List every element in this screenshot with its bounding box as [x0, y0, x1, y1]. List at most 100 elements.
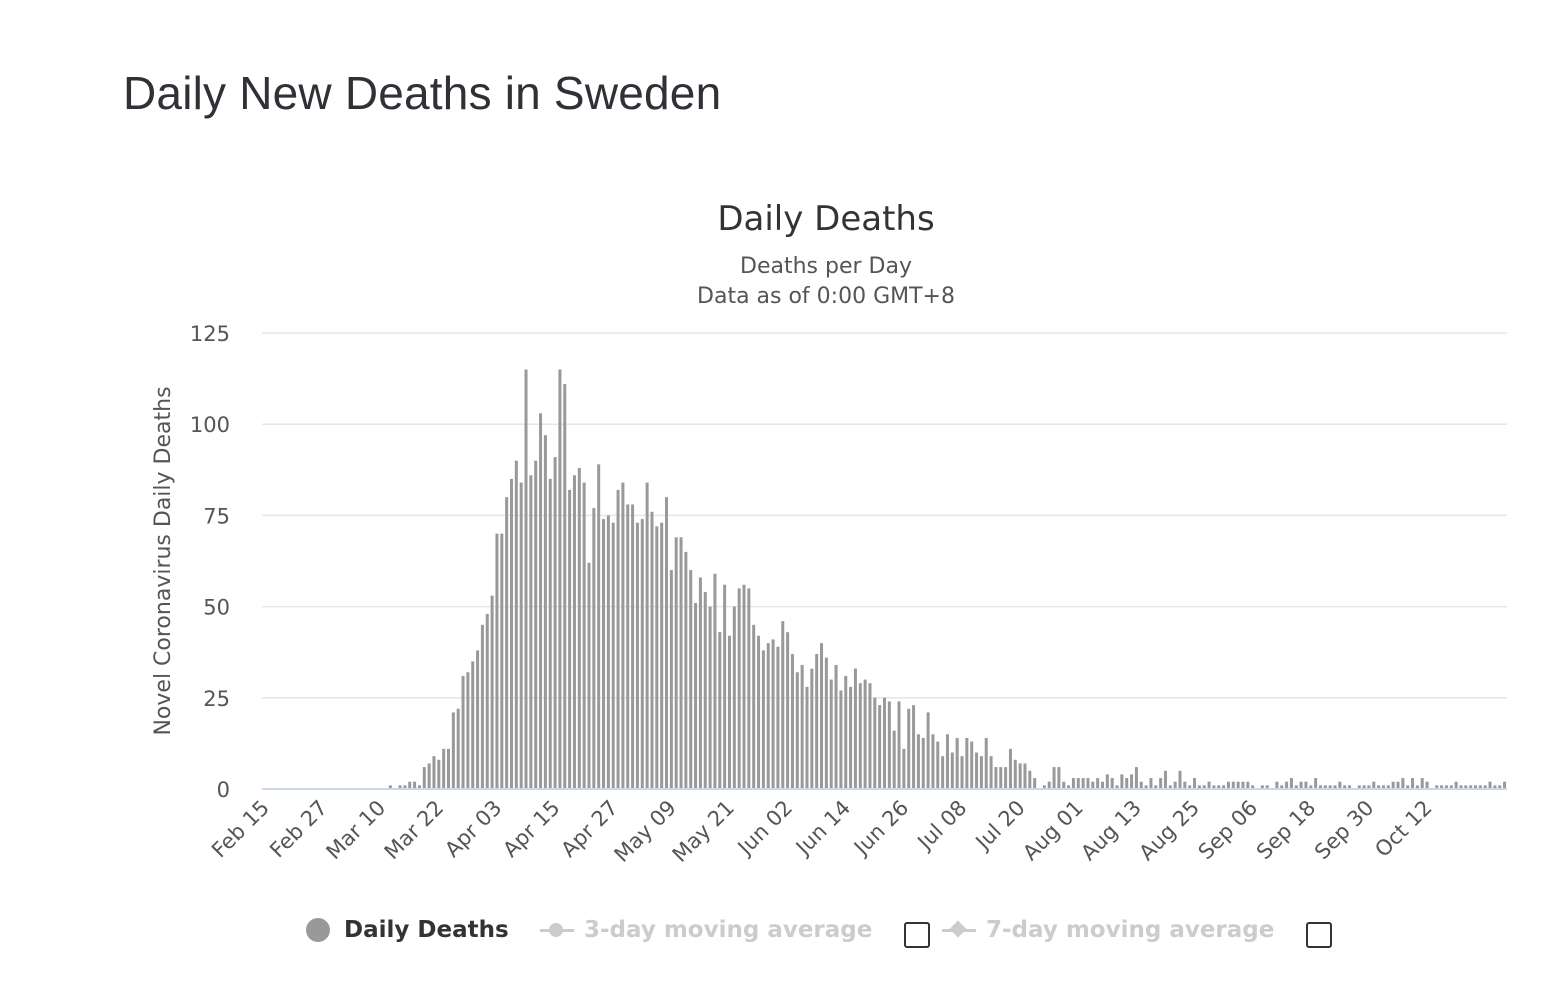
bar[interactable] [961, 756, 964, 789]
bar[interactable] [408, 782, 411, 789]
bar[interactable] [578, 468, 581, 789]
bar[interactable] [675, 537, 678, 789]
bar[interactable] [791, 654, 794, 789]
legend-item-3-day-average[interactable]: 3-day moving average [540, 908, 872, 952]
bar[interactable] [689, 570, 692, 789]
bar[interactable] [457, 709, 460, 789]
bar[interactable] [970, 742, 973, 789]
bar[interactable] [839, 691, 842, 789]
bar[interactable] [781, 621, 784, 789]
bar[interactable] [1372, 782, 1375, 789]
bar[interactable] [1062, 782, 1065, 789]
bar[interactable] [1455, 782, 1458, 789]
bar[interactable] [810, 669, 813, 789]
bar[interactable] [985, 738, 988, 789]
bar[interactable] [713, 574, 716, 789]
bar[interactable] [922, 738, 925, 789]
bar[interactable] [1411, 778, 1414, 789]
bar[interactable] [1028, 771, 1031, 789]
bar[interactable] [655, 526, 658, 789]
bar[interactable] [927, 712, 930, 789]
bar[interactable] [801, 665, 804, 789]
bar[interactable] [636, 523, 639, 789]
bar[interactable] [830, 680, 833, 789]
bar[interactable] [1275, 782, 1278, 789]
bar[interactable] [728, 636, 731, 789]
bar[interactable] [680, 537, 683, 789]
legend-item-7-day-average[interactable]: 7-day moving average [942, 908, 1274, 952]
bar[interactable] [544, 435, 547, 789]
bar[interactable] [462, 676, 465, 789]
bar[interactable] [665, 497, 668, 789]
bar[interactable] [452, 712, 455, 789]
bar[interactable] [931, 734, 934, 789]
bar[interactable] [694, 603, 697, 789]
bar[interactable] [481, 625, 484, 789]
bar[interactable] [835, 665, 838, 789]
legend-item-daily-deaths[interactable]: Daily Deaths [306, 908, 509, 952]
bar[interactable] [471, 661, 474, 789]
bar[interactable] [747, 588, 750, 789]
bar[interactable] [1193, 778, 1196, 789]
bar[interactable] [525, 369, 528, 789]
bar[interactable] [1004, 767, 1007, 789]
bar[interactable] [1241, 782, 1244, 789]
bar[interactable] [825, 658, 828, 789]
bar[interactable] [868, 683, 871, 789]
bar[interactable] [442, 749, 445, 789]
bar[interactable] [849, 687, 852, 789]
bar[interactable] [776, 647, 779, 789]
bar[interactable] [495, 534, 498, 789]
bar[interactable] [587, 563, 590, 789]
bar[interactable] [607, 515, 610, 789]
bar[interactable] [549, 479, 552, 789]
bar[interactable] [878, 705, 881, 789]
bar[interactable] [767, 643, 770, 789]
bar[interactable] [786, 632, 789, 789]
bar[interactable] [912, 705, 915, 789]
bar[interactable] [1426, 782, 1429, 789]
bar[interactable] [1304, 782, 1307, 789]
bar[interactable] [718, 632, 721, 789]
bar[interactable] [1135, 767, 1138, 789]
bar[interactable] [723, 585, 726, 789]
bar[interactable] [743, 585, 746, 789]
bar[interactable] [646, 483, 649, 789]
bar[interactable] [592, 508, 595, 789]
bar[interactable] [539, 413, 542, 789]
bar[interactable] [941, 756, 944, 789]
bar[interactable] [859, 683, 862, 789]
bar[interactable] [709, 607, 712, 789]
bar[interactable] [510, 479, 513, 789]
bar[interactable] [1023, 763, 1026, 789]
bar[interactable] [423, 767, 426, 789]
bar[interactable] [1053, 767, 1056, 789]
bar[interactable] [1140, 782, 1143, 789]
bar[interactable] [951, 753, 954, 789]
bar[interactable] [1338, 782, 1341, 789]
bar[interactable] [1401, 778, 1404, 789]
bar[interactable] [432, 756, 435, 789]
bar[interactable] [854, 669, 857, 789]
bar[interactable] [1086, 778, 1089, 789]
bar[interactable] [936, 742, 939, 789]
bar[interactable] [563, 384, 566, 789]
bar[interactable] [1183, 782, 1186, 789]
bar[interactable] [621, 483, 624, 789]
bar[interactable] [1009, 749, 1012, 789]
bar[interactable] [1392, 782, 1395, 789]
bar[interactable] [1048, 782, 1051, 789]
bar[interactable] [1246, 782, 1249, 789]
bar[interactable] [554, 457, 557, 789]
bar[interactable] [815, 654, 818, 789]
bar[interactable] [617, 490, 620, 789]
bar[interactable] [583, 483, 586, 789]
bar[interactable] [733, 607, 736, 789]
bar[interactable] [873, 698, 876, 789]
bar[interactable] [558, 369, 561, 789]
bar[interactable] [1290, 778, 1293, 789]
bar[interactable] [1227, 782, 1230, 789]
bar[interactable] [505, 497, 508, 789]
bar[interactable] [597, 464, 600, 789]
bar[interactable] [612, 523, 615, 789]
